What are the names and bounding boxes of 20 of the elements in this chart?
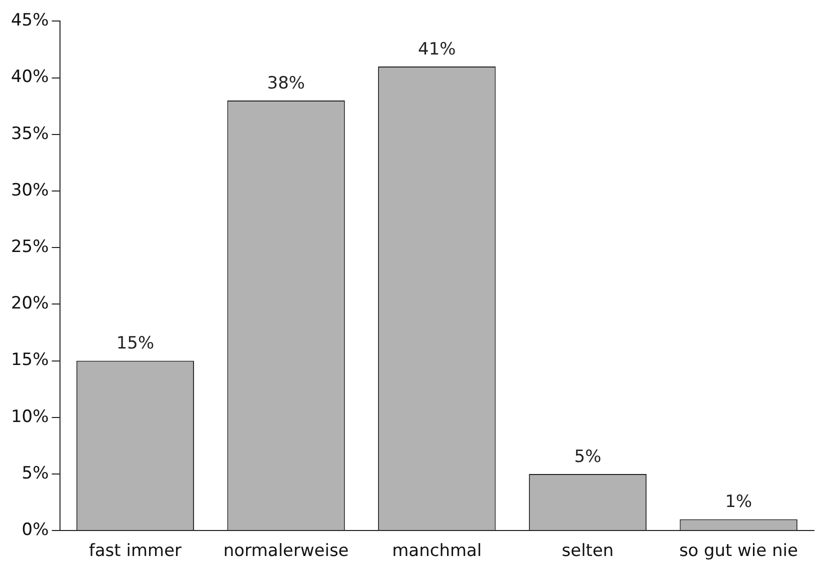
x-tick-label: fast immer	[88, 541, 182, 562]
data-label: 41%	[418, 39, 456, 60]
y-tick-label: 35%	[10, 124, 49, 144]
data-label: 15%	[116, 334, 154, 354]
y-tick-label: 40%	[10, 67, 49, 88]
y-tick-label: 15%	[10, 350, 49, 370]
x-tick-label: so gut wie nie	[679, 541, 798, 562]
y-tick-label: 20%	[10, 294, 49, 314]
y-tick-label: 0%	[22, 520, 49, 540]
y-tick-label: 45%	[10, 10, 49, 31]
x-tick-label: normalerweise	[223, 541, 349, 562]
y-tick-label: 25%	[10, 237, 49, 258]
data-label: 38%	[267, 73, 305, 94]
x-tick-label: manchmal	[392, 541, 482, 562]
x-tick-label: selten	[562, 541, 614, 562]
y-tick-label: 10%	[10, 406, 49, 427]
y-tick-label: 30%	[10, 180, 49, 200]
y-tick-label: 5%	[22, 463, 49, 484]
data-label: 5%	[574, 446, 602, 467]
data-label: 1%	[725, 492, 752, 512]
